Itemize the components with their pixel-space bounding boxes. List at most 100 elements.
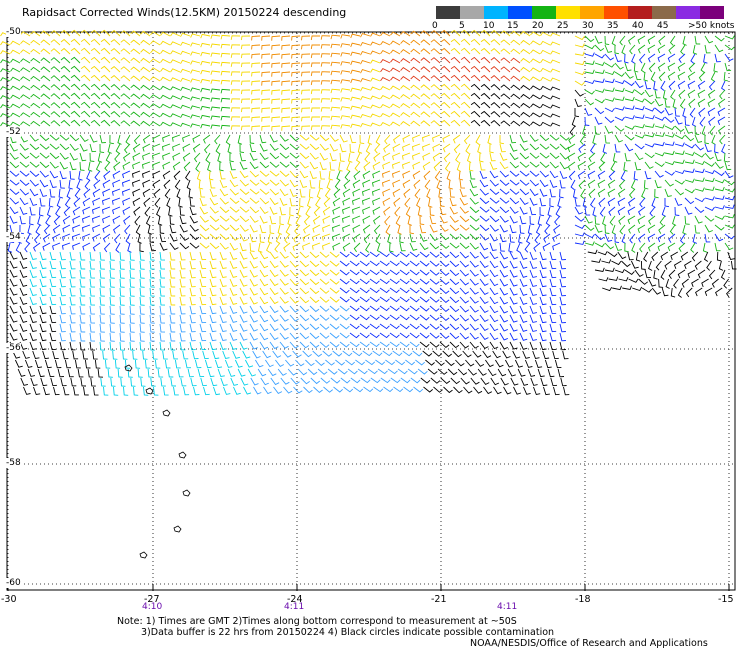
wind-barb: [91, 206, 101, 214]
wind-barb: [497, 368, 507, 377]
wind-barb: [549, 170, 559, 179]
wind-barb: [529, 296, 537, 305]
wind-barb: [393, 386, 404, 393]
wind-barb: [266, 242, 271, 253]
wind-barb: [714, 242, 721, 252]
wind-barb: [170, 68, 181, 73]
wind-barb: [510, 48, 521, 55]
wind-barb: [360, 377, 371, 384]
wind-barb: [459, 341, 470, 349]
wind-barb: [239, 152, 246, 162]
wind-barb: [50, 66, 61, 73]
wind-barb: [259, 134, 267, 144]
wind-barb: [190, 114, 201, 119]
wind-barb: [369, 314, 380, 321]
wind-barb: [342, 242, 351, 252]
wind-barb: [500, 111, 511, 118]
wind-barb: [170, 95, 181, 100]
wind-barb: [10, 49, 21, 55]
wind-barb: [210, 106, 221, 111]
wind-barb: [109, 332, 115, 342]
wind-barb: [727, 251, 735, 261]
wind-barb: [40, 66, 51, 73]
wind-barb: [550, 113, 561, 118]
wind-barb: [100, 92, 111, 100]
wind-barb: [80, 92, 91, 100]
wind-barb: [352, 233, 361, 243]
wind-barb: [544, 359, 552, 369]
wind-barb: [255, 359, 264, 368]
wind-barb: [112, 179, 121, 188]
wind-barb: [539, 323, 547, 333]
wind-barb: [373, 224, 381, 235]
wind-barb: [559, 296, 566, 306]
wind-barb: [49, 188, 56, 198]
wind-barb: [70, 119, 81, 127]
wind-barb: [391, 170, 401, 178]
wind-barb: [89, 305, 96, 315]
wind-barb: [269, 206, 278, 215]
wind-barb: [401, 161, 411, 169]
wind-barb: [210, 377, 218, 387]
wind-barb: [448, 179, 453, 190]
wind-barb: [614, 268, 625, 274]
wind-barb: [440, 29, 451, 37]
wind-barb: [422, 350, 433, 357]
wind-barb: [449, 332, 460, 340]
wind-barb: [361, 188, 371, 196]
wind-barb: [500, 93, 511, 100]
wind-barb: [19, 296, 28, 305]
wind-barb: [429, 332, 440, 339]
wind-barb: [430, 39, 441, 46]
wind-barb: [25, 233, 31, 244]
wind-barb: [140, 48, 151, 55]
wind-barb: [436, 179, 441, 190]
wind-barb: [490, 111, 501, 118]
wind-barb: [129, 278, 135, 288]
wind-barb: [119, 323, 125, 333]
wind-barb: [534, 359, 543, 369]
wind-barb: [320, 62, 331, 67]
wind-barb: [559, 251, 566, 261]
wind-barb: [450, 110, 461, 118]
wind-barb: [574, 80, 585, 86]
wind-barb: [189, 323, 196, 333]
wind-barb: [621, 233, 626, 244]
wind-barb: [627, 206, 636, 215]
wind-barb: [382, 197, 391, 206]
wind-barb: [539, 161, 550, 168]
wind-barb: [549, 305, 557, 315]
wind-barb: [160, 31, 171, 37]
wind-barb: [429, 323, 440, 330]
wind-barb: [730, 260, 737, 270]
wind-barb: [571, 116, 577, 127]
wind-barb: [33, 242, 41, 252]
wind-barb: [49, 152, 60, 160]
wind-barb: [339, 305, 350, 312]
wind-barb: [654, 141, 665, 147]
wind-barb: [479, 314, 489, 322]
wind-barb: [249, 260, 258, 269]
wind-barb: [420, 75, 431, 82]
wind-barb: [120, 111, 131, 118]
wind-barb: [654, 188, 659, 199]
wind-barb: [321, 242, 331, 250]
wind-barb: [217, 152, 222, 163]
wind-barb: [309, 341, 320, 349]
wind-barb: [229, 206, 240, 213]
wind-barb: [120, 57, 131, 64]
wind-barb: [230, 125, 241, 130]
wind-barb: [184, 359, 192, 369]
wind-barb: [420, 102, 431, 109]
wind-barb: [342, 197, 351, 206]
wind-barb: [634, 134, 645, 139]
wind-barb: [220, 79, 231, 85]
wind-barb: [179, 287, 186, 297]
wind-barb: [624, 53, 629, 64]
wind-barb: [270, 377, 280, 386]
wind-barb: [39, 170, 49, 178]
wind-barb: [500, 377, 509, 386]
wind-barb: [412, 170, 421, 180]
wind-barb: [420, 111, 431, 118]
wind-barb: [524, 242, 531, 253]
